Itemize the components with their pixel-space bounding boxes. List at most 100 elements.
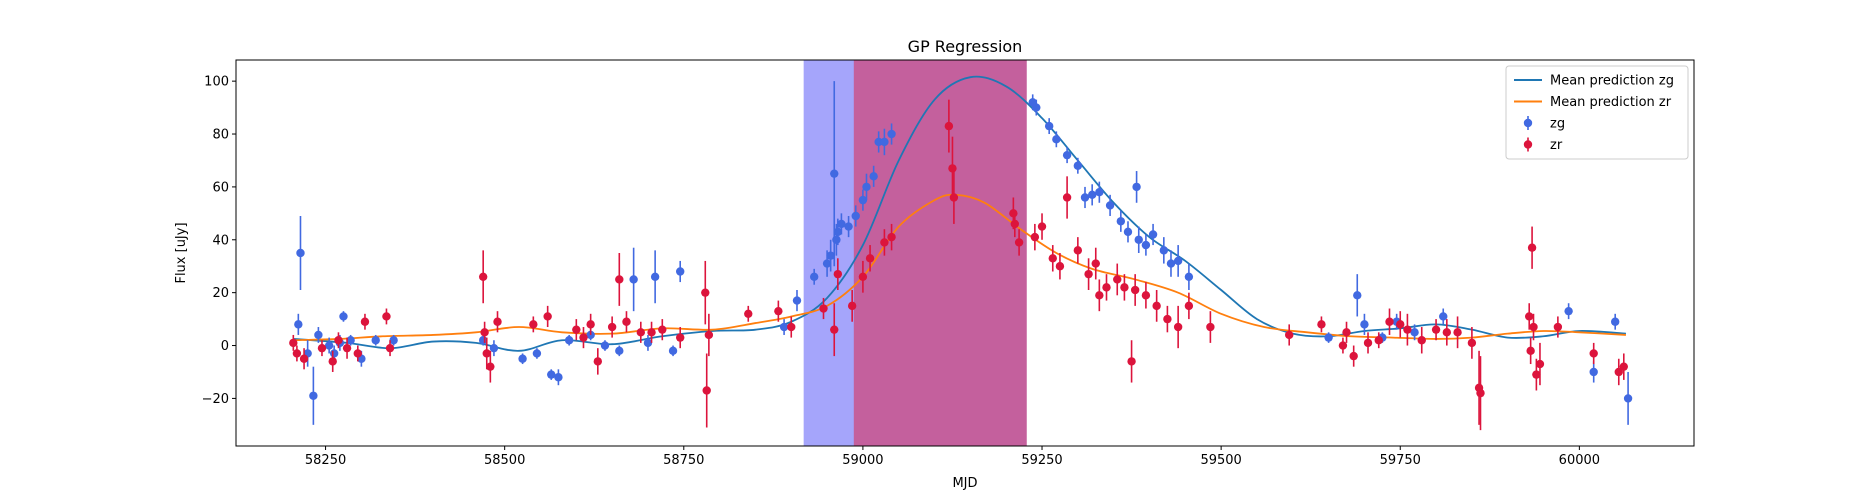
data-points (289, 81, 1633, 431)
zr-point (1014, 238, 1024, 247)
zr-point (1062, 193, 1072, 202)
zg-point (389, 336, 398, 345)
zg-point (346, 336, 355, 345)
zg-point (554, 373, 563, 382)
zg-point (518, 354, 527, 363)
zr-point (1476, 388, 1485, 398)
zg-point (314, 330, 323, 340)
zg-point (1360, 320, 1369, 329)
x-tick-label-59500: 59500 (1200, 453, 1241, 468)
zr-point (1363, 338, 1373, 348)
zg-point (869, 172, 878, 181)
legend-entry-zg: zg (1523, 116, 1565, 132)
zr-point (647, 328, 656, 337)
zg-point (858, 195, 868, 205)
zg-point (532, 349, 542, 358)
zg-point (862, 182, 871, 192)
zr-point (1529, 322, 1538, 332)
zg-point (309, 391, 318, 400)
zr-point (1467, 338, 1477, 348)
zr-point (744, 309, 753, 319)
legend-label-zr: zr (1550, 138, 1563, 153)
zr-point (493, 317, 502, 326)
zr-point (529, 320, 538, 329)
zg-point (324, 341, 334, 350)
y-tick-label--20: −20 (202, 392, 229, 407)
zg-point (1324, 333, 1333, 342)
zg-point (830, 169, 839, 178)
legend-label-zg: zg (1550, 117, 1565, 132)
zr-point (1141, 291, 1151, 300)
x-tick-label-59750: 59750 (1380, 453, 1421, 468)
chart-title: GP Regression (908, 37, 1023, 56)
zr-point (342, 343, 352, 353)
zg-point (294, 320, 303, 329)
zg-point (832, 235, 841, 244)
zg-point (779, 322, 789, 332)
y-tick-label-100: 100 (204, 75, 229, 90)
zr-point (1084, 269, 1093, 279)
zg-point (822, 259, 832, 268)
zr-point (385, 343, 395, 353)
zg-point (676, 267, 685, 276)
zg-point (809, 272, 819, 281)
zr-point (1073, 246, 1083, 255)
zg-point (1044, 121, 1054, 131)
zg-point (296, 248, 305, 258)
legend-label-mean-prediction-zg: Mean prediction zg (1550, 74, 1674, 89)
legend-label-mean-prediction-zr: Mean prediction zr (1550, 95, 1672, 110)
zg-point (1623, 394, 1633, 403)
zr-point (543, 312, 552, 321)
zr-point (482, 349, 491, 358)
zr-point (1127, 357, 1136, 366)
zr-point (1184, 301, 1194, 311)
zr-point (1163, 314, 1172, 324)
zr-point (360, 317, 370, 326)
zg-point (629, 275, 638, 284)
zg-point (1610, 317, 1620, 326)
legend-entry-mean-prediction-zg: Mean prediction zg (1514, 74, 1674, 89)
x-tick-label-58500: 58500 (484, 453, 525, 468)
zr-point (289, 338, 298, 348)
zr-point (1619, 362, 1628, 371)
zr-point (1442, 328, 1452, 337)
legend-box (1505, 65, 1689, 160)
zg-point (564, 336, 574, 345)
zr-point (1338, 341, 1348, 350)
zg-point (600, 341, 610, 350)
zr-point (787, 322, 796, 332)
plot-frame (235, 59, 1695, 447)
zr-point (1589, 349, 1598, 358)
x-tick-label-60000: 60000 (1559, 453, 1600, 468)
zr-point (486, 362, 495, 371)
zg-point (1589, 367, 1598, 377)
zr-point (1102, 283, 1111, 292)
legend-swatch-zg (1523, 118, 1533, 128)
zr-point (1030, 232, 1040, 242)
zr-point (1374, 336, 1383, 345)
zr-point (317, 343, 327, 353)
x-tick-label-59000: 59000 (842, 453, 883, 468)
zg-point (1564, 306, 1573, 316)
zg-point (887, 129, 896, 139)
zg-point (668, 346, 678, 356)
zg-point (1148, 230, 1158, 239)
zg-point (844, 222, 853, 231)
zr-point (1055, 262, 1065, 271)
zr-point (382, 312, 391, 321)
zr-point (949, 193, 959, 202)
zr-point (1152, 301, 1161, 311)
zr-point (887, 232, 896, 242)
zr-point (658, 325, 667, 334)
zr-point (353, 349, 362, 358)
zr-point (676, 333, 685, 342)
zr-point (1453, 328, 1462, 337)
zr-point (1532, 370, 1541, 379)
zg-point (1073, 161, 1083, 170)
legend: Mean prediction zg Mean prediction zr zg zr (1505, 65, 1689, 160)
zr-point (819, 304, 828, 313)
zg-point (1173, 256, 1183, 266)
series-zg-points (294, 81, 1633, 425)
zr-point (572, 325, 581, 334)
y-tick-label-20: 20 (212, 286, 229, 301)
